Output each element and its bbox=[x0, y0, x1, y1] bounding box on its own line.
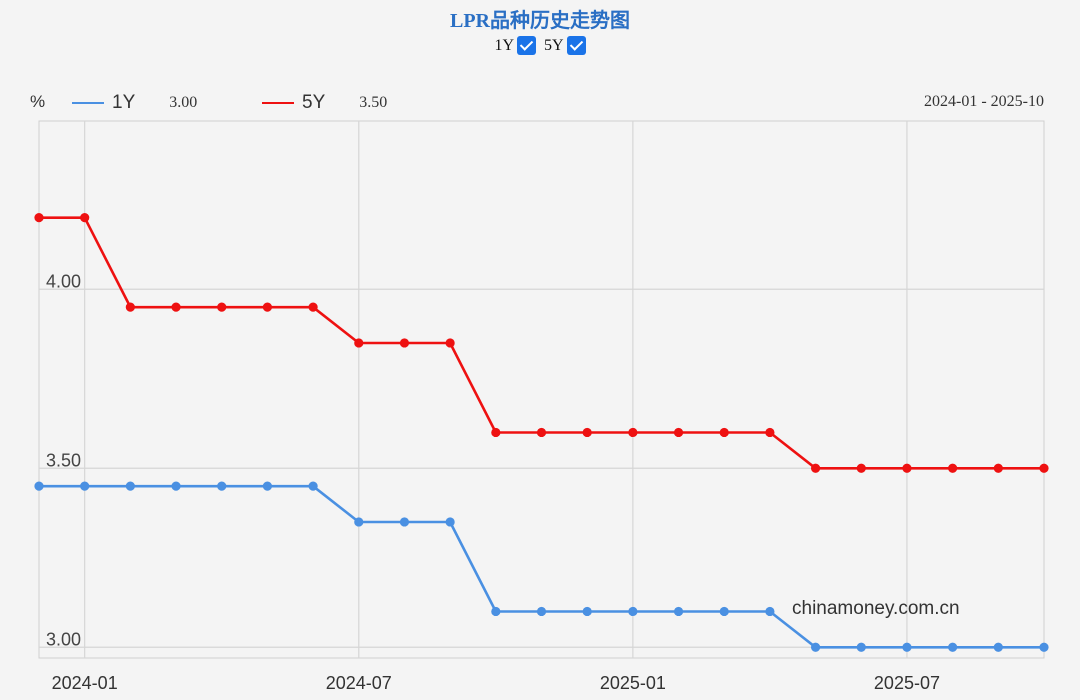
toggle-1y-label: 1Y bbox=[494, 36, 514, 54]
data-point-1y[interactable] bbox=[628, 606, 638, 617]
x-tick-label: 2024-01 bbox=[52, 673, 118, 693]
series-points bbox=[34, 213, 1049, 652]
series-line-1y bbox=[39, 484, 1044, 649]
legend-1y-line-icon bbox=[72, 102, 104, 104]
data-point-5y[interactable] bbox=[399, 338, 410, 348]
data-point-5y[interactable] bbox=[673, 427, 684, 438]
data-point-1y[interactable] bbox=[217, 481, 227, 491]
chart-title: LPR品种历史走势图 bbox=[450, 10, 630, 32]
y-tick-label: 4.00 bbox=[46, 271, 81, 291]
toggle-1y[interactable]: 1Y bbox=[494, 36, 536, 55]
data-point-1y[interactable] bbox=[902, 642, 912, 652]
toggle-5y-label: 5Y bbox=[544, 36, 564, 54]
data-point-5y[interactable] bbox=[536, 427, 547, 438]
y-axis-ticks: 3.00 3.50 4.00 bbox=[46, 271, 81, 649]
x-tick-label: 2024-07 bbox=[326, 673, 392, 693]
data-point-5y[interactable] bbox=[628, 427, 638, 438]
data-point-5y[interactable] bbox=[125, 302, 135, 312]
data-point-1y[interactable] bbox=[582, 606, 592, 617]
data-point-5y[interactable] bbox=[354, 338, 364, 348]
series-toggles: 1Y 5Y bbox=[0, 36, 1080, 55]
legend-5y-value: 3.50 bbox=[359, 94, 388, 111]
data-point-1y[interactable] bbox=[125, 481, 135, 491]
data-point-1y[interactable] bbox=[354, 517, 364, 527]
data-point-5y[interactable] bbox=[80, 213, 90, 223]
legend-item-5y[interactable]: 5Y 3.50 bbox=[262, 92, 387, 114]
data-point-5y[interactable] bbox=[308, 302, 318, 312]
x-tick-label: 2025-01 bbox=[600, 673, 666, 693]
data-point-1y[interactable] bbox=[80, 481, 90, 491]
data-point-5y[interactable] bbox=[171, 302, 181, 312]
toggle-5y[interactable]: 5Y bbox=[544, 36, 586, 55]
data-point-5y[interactable] bbox=[34, 213, 44, 223]
date-range: 2024-01 - 2025-10 bbox=[924, 93, 1044, 110]
data-point-1y[interactable] bbox=[765, 606, 775, 617]
data-point-5y[interactable] bbox=[856, 463, 866, 473]
data-point-5y[interactable] bbox=[948, 463, 958, 473]
data-point-1y[interactable] bbox=[673, 606, 684, 617]
data-point-1y[interactable] bbox=[719, 606, 729, 617]
data-point-1y[interactable] bbox=[810, 642, 821, 652]
data-point-5y[interactable] bbox=[765, 427, 775, 438]
data-point-1y[interactable] bbox=[948, 642, 958, 652]
data-point-5y[interactable] bbox=[902, 463, 912, 473]
data-point-1y[interactable] bbox=[491, 606, 501, 617]
data-point-5y[interactable] bbox=[810, 463, 821, 473]
legend-item-1y[interactable]: 1Y 3.00 bbox=[72, 92, 197, 114]
data-point-5y[interactable] bbox=[993, 463, 1003, 473]
data-point-1y[interactable] bbox=[262, 481, 273, 491]
data-point-5y[interactable] bbox=[491, 427, 501, 438]
data-point-1y[interactable] bbox=[445, 517, 455, 527]
data-point-1y[interactable] bbox=[308, 481, 318, 491]
data-point-5y[interactable] bbox=[1039, 463, 1049, 473]
data-point-5y[interactable] bbox=[719, 427, 729, 438]
watermark: chinamoney.com.cn bbox=[792, 598, 960, 619]
y-tick-label: 3.50 bbox=[46, 450, 81, 470]
data-point-1y[interactable] bbox=[1039, 642, 1049, 652]
data-point-1y[interactable] bbox=[399, 517, 410, 527]
plot-area bbox=[38, 120, 1045, 659]
checkbox-1y-icon[interactable] bbox=[517, 36, 536, 55]
checkbox-5y-icon[interactable] bbox=[566, 36, 586, 55]
data-point-1y[interactable] bbox=[34, 481, 44, 491]
data-point-5y[interactable] bbox=[217, 302, 227, 312]
data-point-1y[interactable] bbox=[856, 642, 866, 652]
legend-1y-name: 1Y bbox=[112, 92, 136, 113]
grid-lines bbox=[39, 121, 1044, 658]
legend-5y-name: 5Y bbox=[302, 92, 326, 113]
data-point-1y[interactable] bbox=[171, 481, 181, 491]
data-point-5y[interactable] bbox=[445, 338, 455, 348]
y-unit-label: % bbox=[30, 92, 46, 111]
legend-1y-value: 3.00 bbox=[169, 94, 198, 111]
data-point-1y[interactable] bbox=[536, 606, 547, 617]
data-point-1y[interactable] bbox=[993, 642, 1003, 652]
y-tick-label: 3.00 bbox=[46, 629, 81, 649]
data-point-5y[interactable] bbox=[582, 427, 592, 438]
legend-5y-line-icon bbox=[262, 102, 294, 104]
x-axis-ticks: 2024-01 2024-07 2025-01 2025-07 bbox=[52, 673, 940, 693]
data-point-5y[interactable] bbox=[262, 302, 273, 312]
x-tick-label: 2025-07 bbox=[874, 673, 940, 693]
